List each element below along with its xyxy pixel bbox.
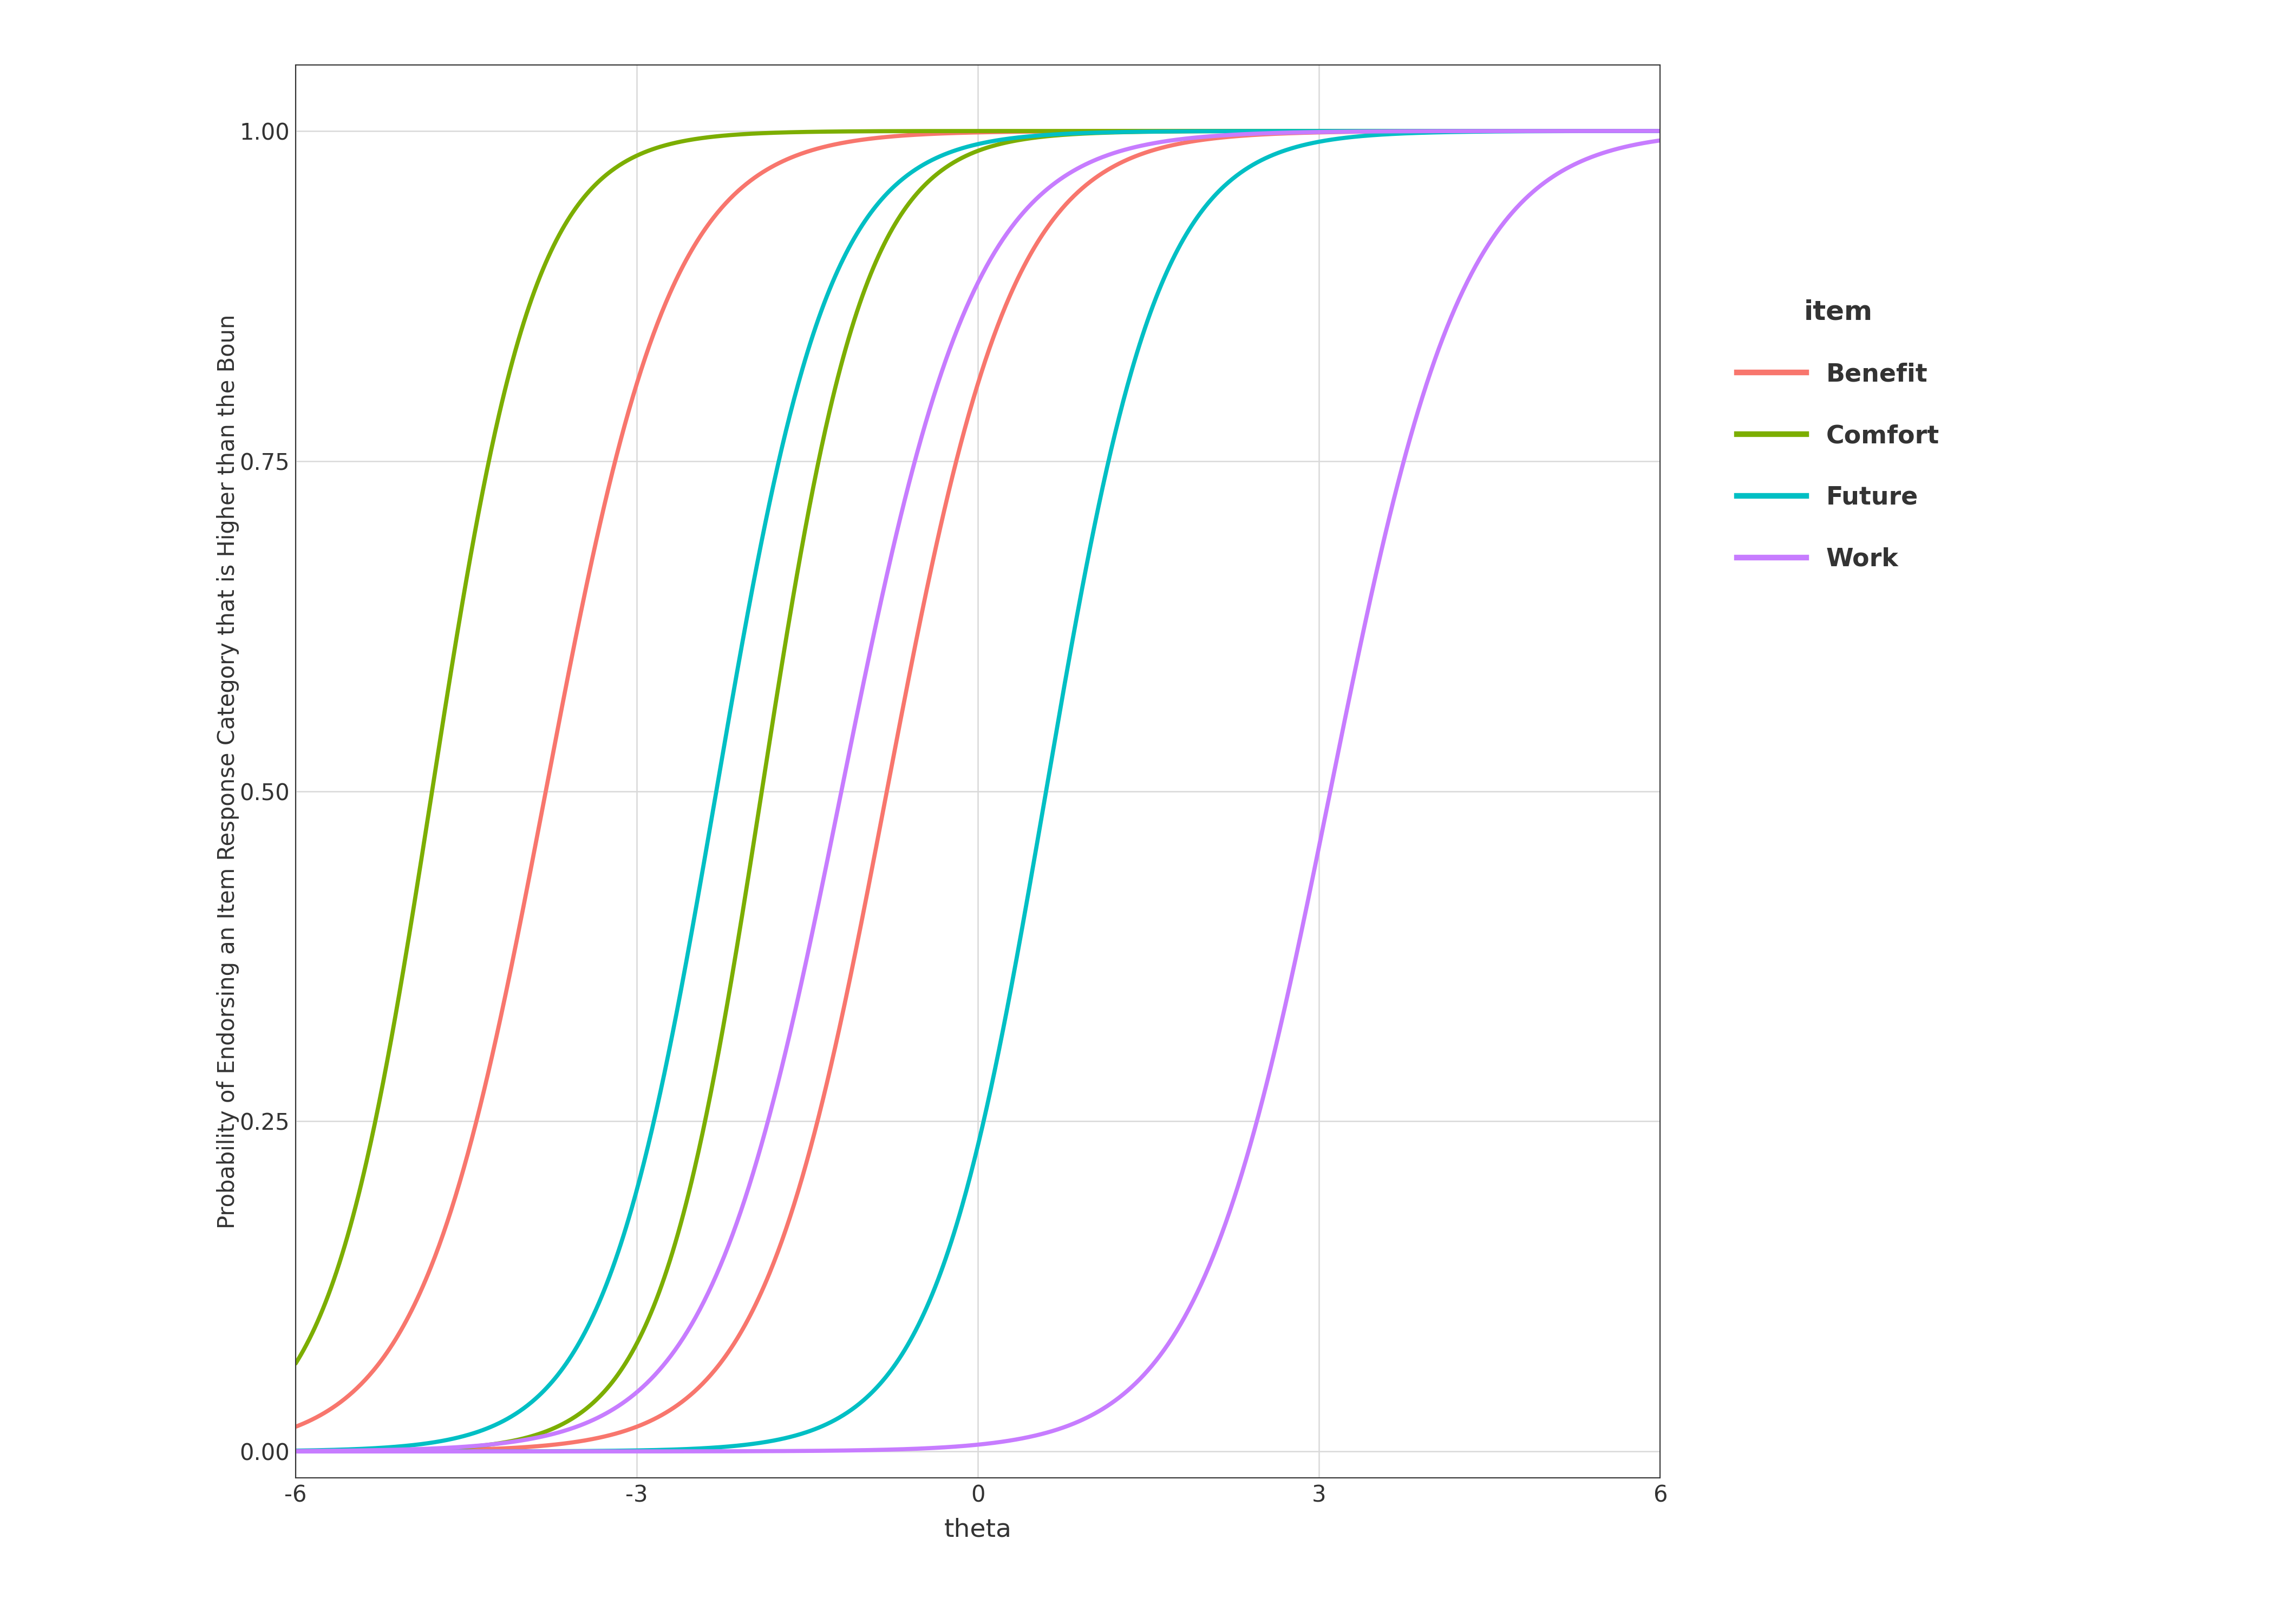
Legend: Benefit, Comfort, Future, Work: Benefit, Comfort, Future, Work (1726, 289, 1949, 581)
X-axis label: theta: theta (944, 1518, 1012, 1543)
Y-axis label: Probability of Endorsing an Item Response Category that is Higher than the Boun: Probability of Endorsing an Item Respons… (216, 313, 239, 1229)
